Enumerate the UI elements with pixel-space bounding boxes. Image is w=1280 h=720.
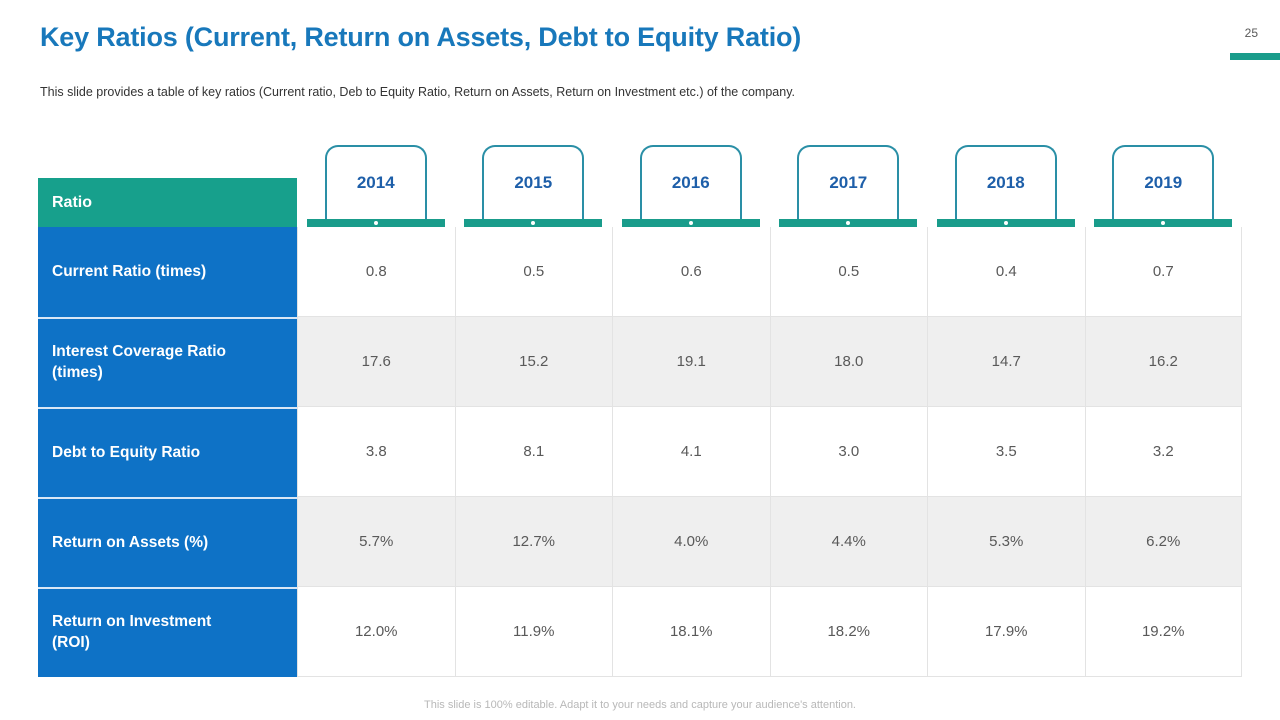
- value-cell: 15.2: [454, 317, 612, 407]
- value-cell: 18.2%: [769, 587, 927, 677]
- value-cell: 3.8: [297, 407, 455, 497]
- slide-description: This slide provides a table of key ratio…: [40, 85, 795, 99]
- value-cell: 4.4%: [769, 497, 927, 587]
- table-row-return-on-assets: Return on Assets (%) 5.7% 12.7% 4.0% 4.4…: [38, 497, 1242, 587]
- value-cell: 3.0: [769, 407, 927, 497]
- value-cell: 14.7: [927, 317, 1085, 407]
- value-cell: 0.8: [297, 227, 455, 317]
- row-label: Interest Coverage Ratio (times): [38, 317, 297, 407]
- value-cell: 17.6: [297, 317, 455, 407]
- table-row-current-ratio: Current Ratio (times) 0.8 0.5 0.6 0.5 0.…: [38, 227, 1242, 317]
- year-header-2015: 2015: [455, 145, 613, 227]
- year-tab: 2017: [797, 145, 900, 219]
- bar-dot: [531, 221, 536, 225]
- value-cell: 0.4: [927, 227, 1085, 317]
- year-tab: 2019: [1112, 145, 1215, 219]
- year-header-2019: 2019: [1085, 145, 1243, 227]
- value-cell: 4.1: [612, 407, 770, 497]
- year-marker-bar: [621, 219, 760, 227]
- page-title: Key Ratios (Current, Return on Assets, D…: [40, 22, 802, 52]
- table-row-return-on-investment: Return on Investment (ROI) 12.0% 11.9% 1…: [38, 587, 1242, 677]
- value-cell: 0.5: [769, 227, 927, 317]
- value-cell: 12.0%: [297, 587, 455, 677]
- value-cell: 5.3%: [927, 497, 1085, 587]
- value-cell: 3.5: [927, 407, 1085, 497]
- value-cell: 19.1: [612, 317, 770, 407]
- value-cell: 0.5: [454, 227, 612, 317]
- value-cell: 17.9%: [927, 587, 1085, 677]
- value-cell: 4.0%: [612, 497, 770, 587]
- year-marker-bar: [936, 219, 1075, 227]
- year-header-2018: 2018: [927, 145, 1085, 227]
- ratio-column-header: Ratio: [38, 178, 297, 227]
- bar-dot: [846, 221, 851, 225]
- year-tab: 2018: [954, 145, 1057, 219]
- year-marker-bar: [464, 219, 603, 227]
- value-cell: 18.0: [769, 317, 927, 407]
- bar-dot: [1161, 221, 1166, 225]
- year-tab: 2016: [639, 145, 742, 219]
- key-ratios-table: Ratio 2014 2015 2016 2017 2018: [38, 145, 1242, 677]
- value-cell: 0.7: [1084, 227, 1242, 317]
- value-cell: 3.2: [1084, 407, 1242, 497]
- year-tab: 2014: [324, 145, 427, 219]
- value-cell: 16.2: [1084, 317, 1242, 407]
- page-number: 25: [1244, 26, 1258, 40]
- value-cell: 8.1: [454, 407, 612, 497]
- row-label: Current Ratio (times): [38, 227, 297, 317]
- year-header-2017: 2017: [770, 145, 928, 227]
- table-header-row: Ratio 2014 2015 2016 2017 2018: [38, 145, 1242, 227]
- table-row-interest-coverage: Interest Coverage Ratio (times) 17.6 15.…: [38, 317, 1242, 407]
- value-cell: 5.7%: [297, 497, 455, 587]
- year-header-2014: 2014: [297, 145, 455, 227]
- value-cell: 12.7%: [454, 497, 612, 587]
- page-number-underline: [1230, 53, 1280, 60]
- year-marker-bar: [306, 219, 445, 227]
- value-cell: 0.6: [612, 227, 770, 317]
- footer-note: This slide is 100% editable. Adapt it to…: [424, 699, 856, 711]
- year-marker-bar: [1094, 219, 1233, 227]
- value-cell: 11.9%: [454, 587, 612, 677]
- year-marker-bar: [779, 219, 918, 227]
- row-label: Return on Investment (ROI): [38, 587, 297, 677]
- row-label: Debt to Equity Ratio: [38, 407, 297, 497]
- row-label: Return on Assets (%): [38, 497, 297, 587]
- year-header-2016: 2016: [612, 145, 770, 227]
- value-cell: 19.2%: [1084, 587, 1242, 677]
- value-cell: 6.2%: [1084, 497, 1242, 587]
- value-cell: 18.1%: [612, 587, 770, 677]
- bar-dot: [373, 221, 378, 225]
- bar-dot: [688, 221, 693, 225]
- year-tab: 2015: [482, 145, 585, 219]
- table-body: Current Ratio (times) 0.8 0.5 0.6 0.5 0.…: [38, 227, 1242, 677]
- table-row-debt-to-equity: Debt to Equity Ratio 3.8 8.1 4.1 3.0 3.5…: [38, 407, 1242, 497]
- bar-dot: [1003, 221, 1008, 225]
